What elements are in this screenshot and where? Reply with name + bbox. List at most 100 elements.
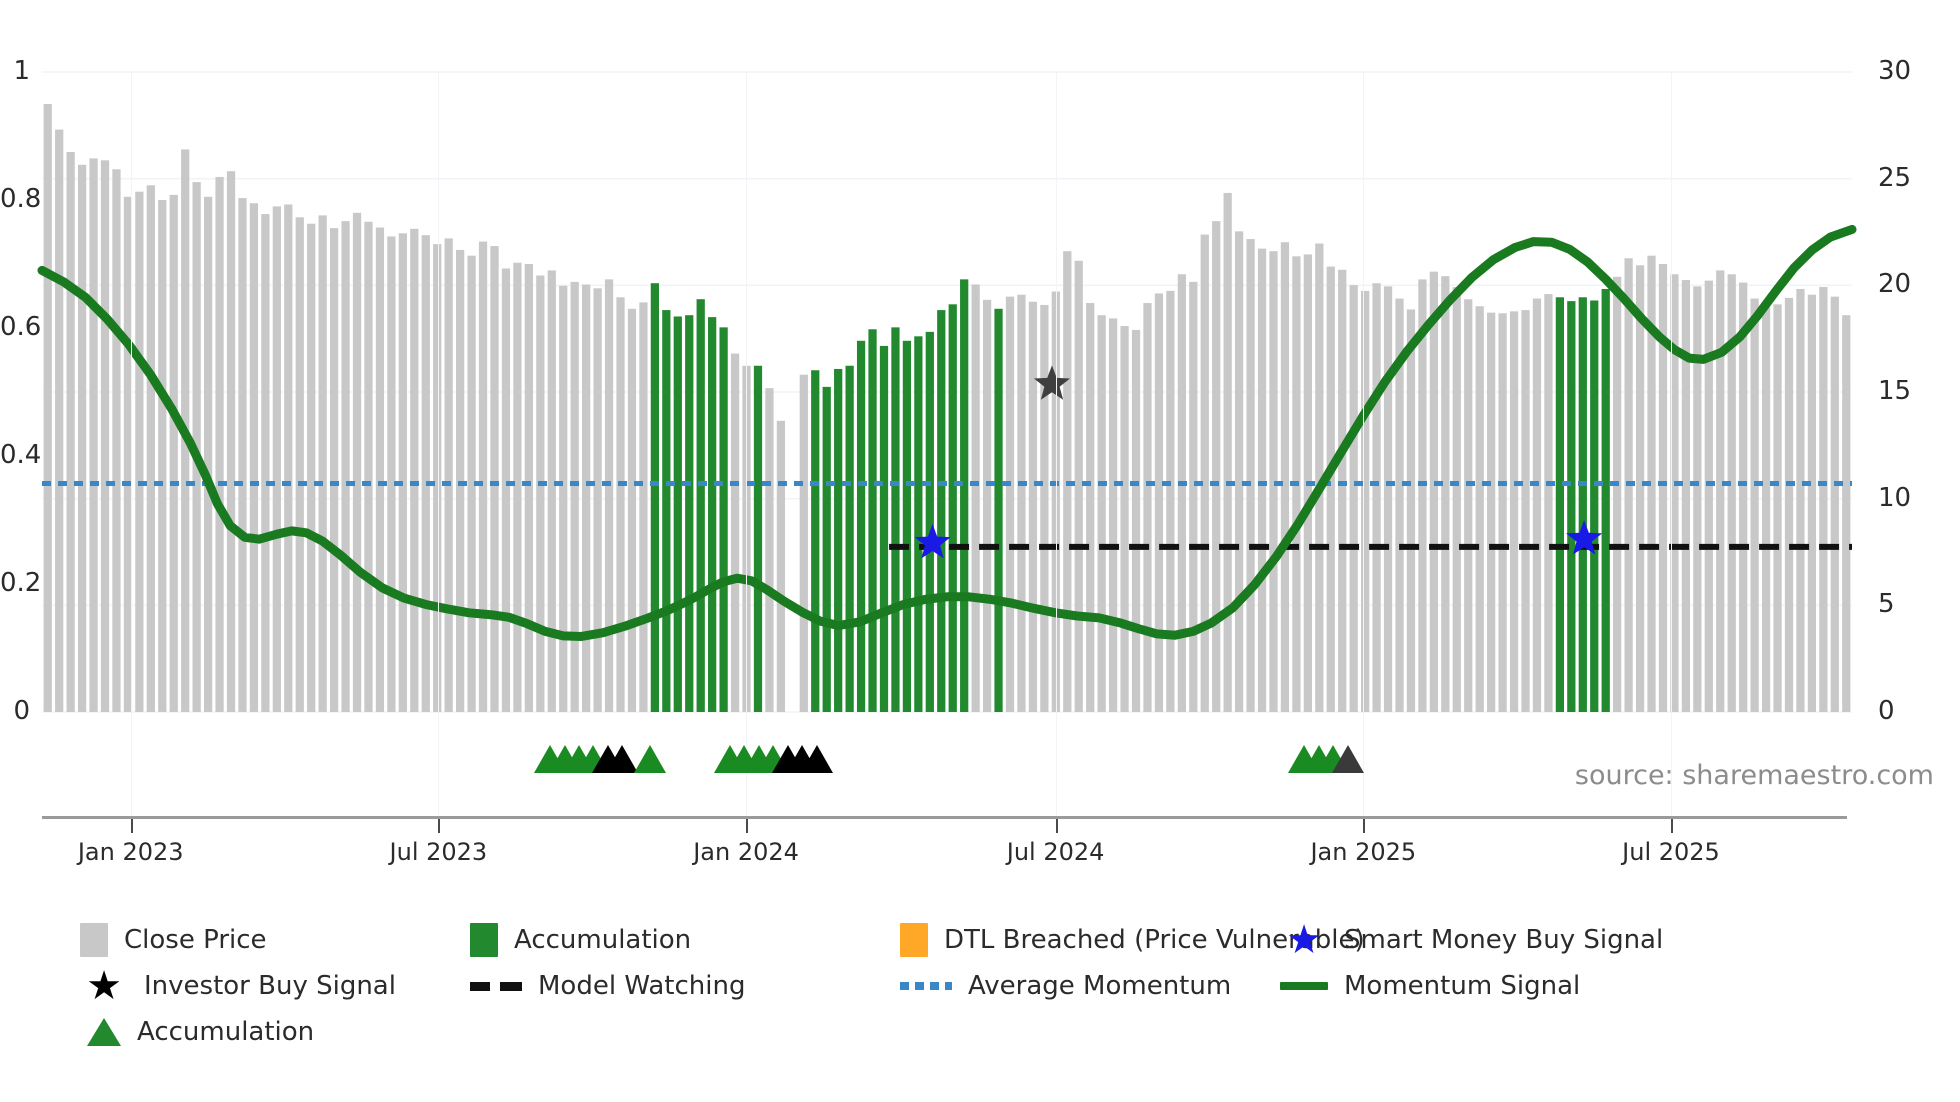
x-axis-tick-label: Jan 2025 (1310, 838, 1417, 866)
price-bar (341, 221, 350, 712)
price-bar (685, 315, 694, 712)
price-bar (1017, 294, 1026, 712)
momentum-signal-line-icon (1280, 982, 1328, 990)
x-axis-tick (438, 819, 441, 833)
price-bar (1693, 286, 1702, 712)
price-bar (1086, 303, 1095, 712)
price-bar (708, 317, 717, 712)
price-bar (456, 249, 465, 713)
price-bar (1383, 286, 1393, 712)
legend-label: Model Watching (538, 971, 746, 1001)
price-bar (112, 169, 121, 712)
accumulation-triangle-marker (800, 745, 833, 773)
y-axis-tick-label: 0.2 (0, 568, 42, 598)
y-axis-tick-label: 0.8 (0, 184, 42, 214)
price-bar (66, 152, 75, 712)
price-bar (1269, 251, 1278, 712)
price-bar (776, 420, 786, 712)
y2-axis-tick-label: 5 (1878, 589, 1895, 620)
price-bar (1234, 231, 1244, 713)
price-bar (89, 158, 98, 712)
price-bar (1028, 301, 1038, 712)
price-bar (1452, 287, 1461, 712)
price-bar (1040, 304, 1049, 712)
price-bar (730, 353, 740, 712)
price-bar (662, 310, 671, 712)
price-bar (879, 345, 889, 712)
close-price-swatch-icon (80, 923, 108, 957)
x-axis-line (42, 816, 1847, 819)
price-bar (329, 228, 339, 712)
momentum-signal-line (37, 224, 1857, 641)
price-bar (1212, 221, 1221, 712)
price-bar (753, 365, 763, 712)
y-axis-tick-label: 0.4 (0, 440, 42, 470)
price-bar (925, 331, 934, 712)
price-bar (398, 233, 407, 712)
x-gridline (1363, 72, 1365, 816)
y2-axis-tick-label: 10 (1878, 482, 1912, 513)
legend-label: Accumulation (137, 1017, 315, 1047)
price-bar (1681, 280, 1691, 712)
price-bar (982, 299, 992, 712)
plot-area (37, 71, 1857, 713)
price-bar (914, 336, 923, 712)
price-bar (1074, 260, 1083, 712)
x-axis-tick-label: Jul 2025 (1622, 838, 1720, 866)
legend-item-accumulation-bar[interactable]: Accumulation (470, 923, 691, 957)
legend-item-smart-money-buy-signal[interactable]: ★ Smart Money Buy Signal (1280, 920, 1663, 960)
price-bar (1257, 248, 1267, 712)
legend-item-average-momentum[interactable]: Average Momentum (900, 971, 1231, 1001)
price-bar (937, 310, 946, 712)
price-bar (1326, 266, 1335, 712)
price-bar (639, 302, 648, 712)
price-bar (307, 223, 316, 712)
y2-axis-tick-label: 30 (1878, 56, 1912, 86)
price-bar (490, 246, 499, 712)
price-bar (1131, 329, 1141, 712)
price-bar (1647, 255, 1656, 712)
x-axis-tick (1671, 819, 1673, 833)
legend-item-dtl-breached[interactable]: DTL Breached (Price Vulnerable) (900, 923, 1365, 957)
price-bar (169, 194, 178, 712)
price-bar (1154, 293, 1164, 712)
x-axis-tick-label: Jan 2024 (693, 838, 799, 866)
investor-buy-signal-marker (1033, 365, 1071, 400)
legend-item-model-watching[interactable]: Model Watching (470, 971, 745, 1001)
price-bar (1555, 297, 1565, 712)
price-bar (364, 221, 373, 712)
price-bar (1498, 313, 1507, 712)
price-bar (1807, 294, 1817, 712)
price-bar (582, 284, 591, 712)
legend-label: DTL Breached (Price Vulnerable) (944, 925, 1365, 955)
x-axis-tick (1055, 819, 1058, 833)
price-bar (352, 212, 362, 713)
price-bar (238, 198, 247, 712)
smart-money-buy-signal-star-icon: ★ (1286, 917, 1322, 963)
accumulation-triangle-marker (1331, 745, 1364, 773)
price-bar (547, 270, 556, 712)
price-bar (834, 368, 843, 712)
price-bar (249, 203, 259, 712)
accumulation-triangle-triangle-icon (87, 1018, 121, 1046)
price-bar (375, 227, 385, 712)
price-bar (158, 200, 167, 712)
legend-item-investor-buy-signal[interactable]: ★ Investor Buy Signal (80, 966, 396, 1006)
price-bar (1716, 270, 1725, 712)
legend-item-accumulation-triangle[interactable]: Accumulation (80, 1017, 314, 1047)
chart-canvas (37, 71, 1857, 713)
price-bar (1727, 274, 1736, 712)
price-bar (226, 171, 236, 712)
price-bar (1578, 297, 1587, 712)
price-bar (513, 262, 522, 712)
legend-row: Accumulation (80, 1012, 1940, 1052)
price-bar (971, 284, 980, 712)
price-bar (696, 299, 705, 712)
y-axis-tick-label: 0.6 (0, 312, 42, 342)
y2-axis-tick-label: 15 (1878, 376, 1912, 406)
price-bar (902, 340, 912, 712)
x-axis-tick (1363, 819, 1366, 833)
legend-item-momentum-signal[interactable]: Momentum Signal (1280, 971, 1580, 1001)
model-watching-dash-icon (470, 981, 522, 991)
legend-item-close-price[interactable]: Close Price (80, 923, 267, 957)
